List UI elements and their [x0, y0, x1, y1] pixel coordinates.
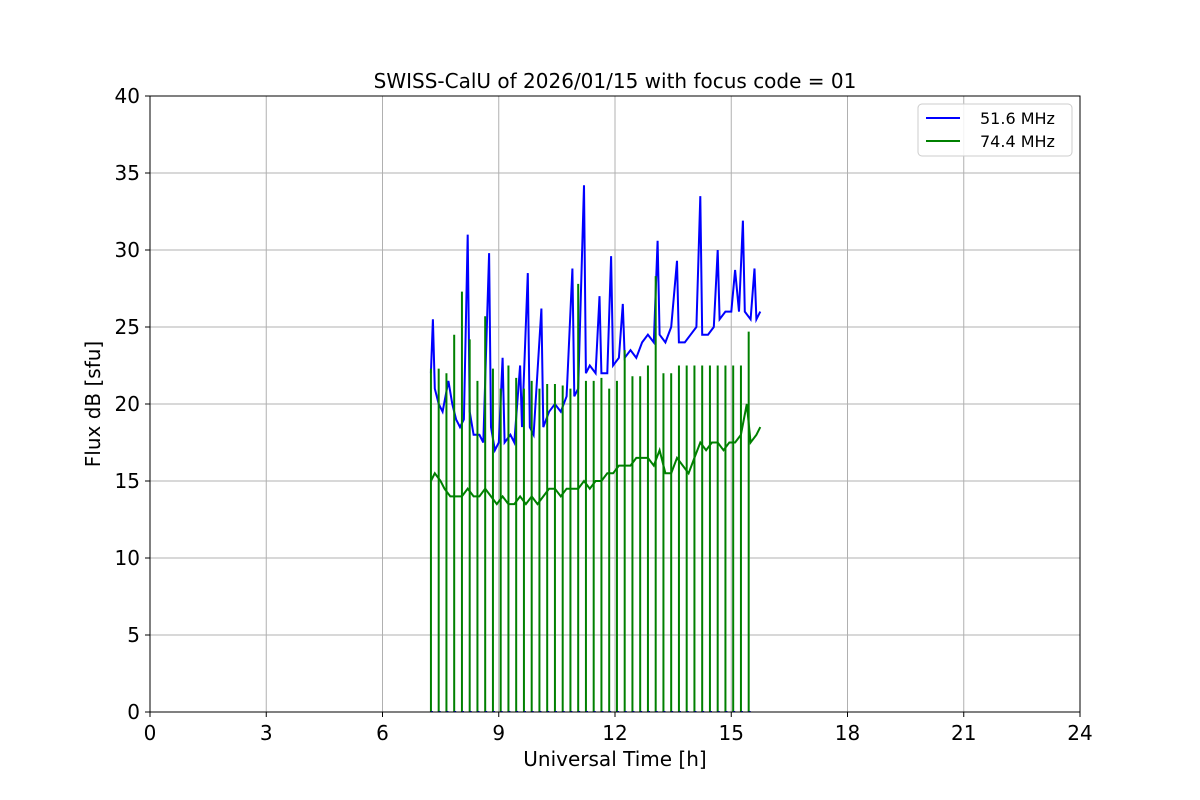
y-tick-label: 40	[115, 84, 140, 108]
x-tick-label: 0	[144, 721, 157, 745]
x-axis-label: Universal Time [h]	[523, 747, 706, 771]
y-tick-label: 20	[115, 392, 140, 416]
chart-title: SWISS-CalU of 2026/01/15 with focus code…	[374, 69, 857, 93]
legend-label: 51.6 MHz	[980, 109, 1055, 128]
series-layer	[429, 185, 762, 712]
x-tick-label: 24	[1067, 721, 1092, 745]
y-tick-label: 15	[115, 469, 140, 493]
y-tick-label: 5	[127, 623, 140, 647]
x-tick-label: 15	[719, 721, 744, 745]
legend: 51.6 MHz 74.4 MHz	[917, 103, 1073, 157]
y-tick-label: 25	[115, 315, 140, 339]
x-tick-label: 6	[376, 721, 389, 745]
series-line-51-6-mhz	[429, 185, 762, 454]
x-tick-label: 9	[492, 721, 505, 745]
y-axis-label: Flux dB [sfu]	[81, 341, 105, 467]
ticks: 0 3 6 9 12 15 18 21 24 0 5 10 15 20 25 30 35 40	[115, 84, 1093, 745]
x-tick-label: 12	[602, 721, 627, 745]
y-tick-label: 30	[115, 238, 140, 262]
x-tick-label: 18	[835, 721, 860, 745]
series-spikes-74-4-mhz	[429, 276, 751, 712]
y-tick-label: 0	[127, 700, 140, 724]
y-tick-label: 10	[115, 546, 140, 570]
x-tick-label: 3	[260, 721, 273, 745]
legend-label: 74.4 MHz	[980, 132, 1055, 151]
y-tick-label: 35	[115, 161, 140, 185]
series-line-74-4-mhz	[430, 403, 762, 506]
x-tick-label: 21	[951, 721, 976, 745]
